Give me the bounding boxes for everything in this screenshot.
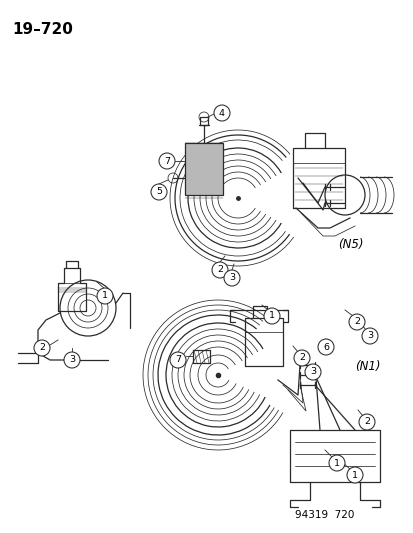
Circle shape bbox=[358, 414, 374, 430]
Text: 19–720: 19–720 bbox=[12, 22, 73, 37]
Text: (N1): (N1) bbox=[354, 360, 380, 373]
Circle shape bbox=[317, 339, 333, 355]
Circle shape bbox=[214, 105, 230, 121]
Circle shape bbox=[97, 288, 113, 304]
Circle shape bbox=[346, 467, 362, 483]
Text: 1: 1 bbox=[102, 292, 108, 301]
Circle shape bbox=[223, 270, 240, 286]
Text: 7: 7 bbox=[164, 157, 170, 166]
Circle shape bbox=[361, 328, 377, 344]
Text: 3: 3 bbox=[366, 332, 372, 341]
Text: 3: 3 bbox=[228, 273, 235, 282]
Circle shape bbox=[211, 262, 228, 278]
Circle shape bbox=[348, 314, 364, 330]
Circle shape bbox=[328, 455, 344, 471]
Circle shape bbox=[170, 352, 185, 368]
Text: 94319  720: 94319 720 bbox=[294, 510, 354, 520]
Text: 3: 3 bbox=[69, 356, 75, 365]
Text: 7: 7 bbox=[175, 356, 180, 365]
Text: 2: 2 bbox=[216, 265, 223, 274]
Text: 1: 1 bbox=[268, 311, 274, 320]
Circle shape bbox=[159, 153, 175, 169]
Text: 2: 2 bbox=[353, 318, 359, 327]
Text: 1: 1 bbox=[351, 471, 357, 480]
Circle shape bbox=[263, 308, 279, 324]
Circle shape bbox=[64, 352, 80, 368]
Text: 2: 2 bbox=[39, 343, 45, 352]
Circle shape bbox=[34, 340, 50, 356]
Circle shape bbox=[293, 350, 309, 366]
Text: 1: 1 bbox=[333, 458, 339, 467]
Text: 2: 2 bbox=[363, 417, 369, 426]
Text: 6: 6 bbox=[322, 343, 328, 351]
Text: 5: 5 bbox=[156, 188, 161, 197]
Circle shape bbox=[304, 364, 320, 380]
Text: (N5): (N5) bbox=[337, 238, 363, 251]
Text: 4: 4 bbox=[218, 109, 224, 117]
Text: 2: 2 bbox=[298, 353, 304, 362]
Text: 3: 3 bbox=[309, 367, 315, 376]
Bar bbox=[185, 143, 223, 195]
Circle shape bbox=[151, 184, 166, 200]
